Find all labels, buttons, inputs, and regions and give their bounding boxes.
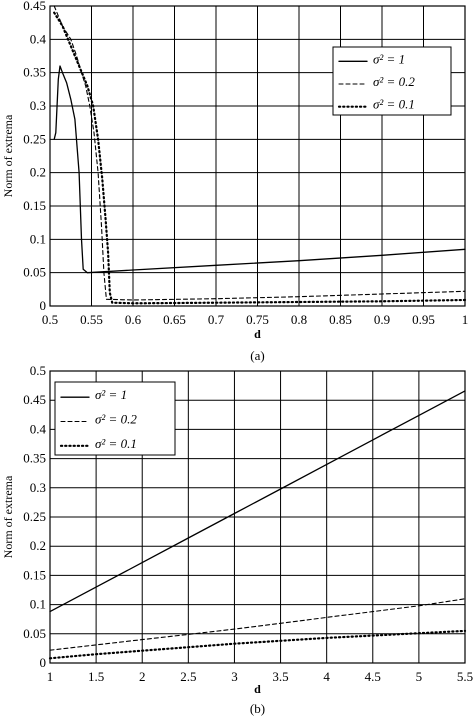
x-tick-label-a-4: 0.7: [208, 312, 225, 327]
y-tick-label-b-4: 0.2: [30, 538, 46, 553]
x-tick-label-a-5: 0.75: [246, 312, 269, 327]
y-axis-label-b: Norm of extrema: [1, 475, 15, 558]
y-tick-label-b-9: 0.45: [23, 392, 46, 407]
x-tick-label-b-4: 3: [231, 669, 238, 684]
y-tick-label-b-5: 0.25: [23, 509, 46, 524]
panel-caption-b: (b): [250, 701, 265, 716]
legend-label-a-2: σ² = 0.1: [373, 97, 415, 112]
y-tick-label-b-0: 0: [40, 655, 47, 670]
series-line-b-0: [49, 390, 466, 613]
x-tick-label-a-1: 0.55: [80, 312, 103, 327]
x-tick-label-a-10: 1: [462, 312, 469, 327]
x-tick-label-a-2: 0.6: [125, 312, 142, 327]
y-tick-label-a-6: 0.3: [30, 98, 46, 113]
x-tick-label-b-9: 5.5: [457, 669, 473, 684]
axes-frame-a: [49, 5, 466, 307]
series-line-a-0: [53, 65, 466, 274]
y-tick-label-a-5: 0.25: [23, 131, 46, 146]
legend-label-a-0: σ² = 1: [373, 51, 405, 66]
x-tick-label-b-5: 3.5: [272, 669, 288, 684]
panel-caption-a: (a): [250, 348, 264, 363]
series-line-b-2: [48, 629, 467, 660]
x-tick-label-a-9: 0.95: [412, 312, 435, 327]
x-tick-label-b-6: 4: [323, 669, 330, 684]
series-line-b-1: [49, 598, 466, 651]
legend-label-b-2: σ² = 0.1: [95, 436, 137, 451]
x-tick-label-b-7: 4.5: [365, 669, 381, 684]
legend-label-b-1: σ² = 0.2: [95, 412, 137, 427]
y-tick-label-a-7: 0.35: [23, 65, 46, 80]
y-tick-label-a-8: 0.4: [30, 31, 47, 46]
legend-box-a: [332, 46, 452, 116]
y-tick-label-b-2: 0.1: [30, 597, 46, 612]
x-axis-label-b: d: [254, 682, 261, 696]
x-tick-label-a-8: 0.9: [374, 312, 390, 327]
x-tick-label-b-1: 1.5: [88, 669, 104, 684]
y-tick-label-b-6: 0.3: [30, 480, 46, 495]
x-axis-label-a: d: [254, 327, 261, 341]
x-tick-label-a-7: 0.85: [329, 312, 352, 327]
series-line-a-1: [53, 5, 466, 301]
x-tick-label-a-0: 0.5: [42, 312, 58, 327]
y-tick-label-a-9: 0.45: [23, 0, 46, 13]
y-axis-label-a: Norm of extrema: [1, 114, 15, 197]
x-tick-label-b-2: 2: [139, 669, 146, 684]
y-tick-label-a-3: 0.15: [23, 198, 46, 213]
series-line-a-2: [53, 11, 467, 305]
y-tick-label-b-3: 0.15: [23, 567, 46, 582]
legend-label-a-1: σ² = 0.2: [373, 74, 415, 89]
y-tick-label-b-7: 0.35: [23, 451, 46, 466]
x-tick-label-b-8: 5: [416, 669, 423, 684]
y-tick-label-a-0: 0: [40, 298, 47, 313]
y-tick-label-b-1: 0.05: [23, 626, 46, 641]
y-tick-label-b-8: 0.4: [30, 421, 47, 436]
x-tick-label-a-3: 0.65: [163, 312, 186, 327]
y-tick-label-a-2: 0.1: [30, 231, 46, 246]
x-tick-label-b-3: 2.5: [180, 669, 196, 684]
y-tick-label-b-10: 0.5: [30, 363, 46, 378]
legend-box-b: [54, 381, 176, 456]
x-tick-label-a-6: 0.8: [291, 312, 307, 327]
axes-frame-b: [49, 370, 466, 664]
legend-label-b-0: σ² = 1: [95, 387, 127, 402]
y-tick-label-a-1: 0.05: [23, 265, 46, 280]
x-tick-label-b-0: 1: [47, 669, 54, 684]
y-tick-label-a-4: 0.2: [30, 165, 46, 180]
